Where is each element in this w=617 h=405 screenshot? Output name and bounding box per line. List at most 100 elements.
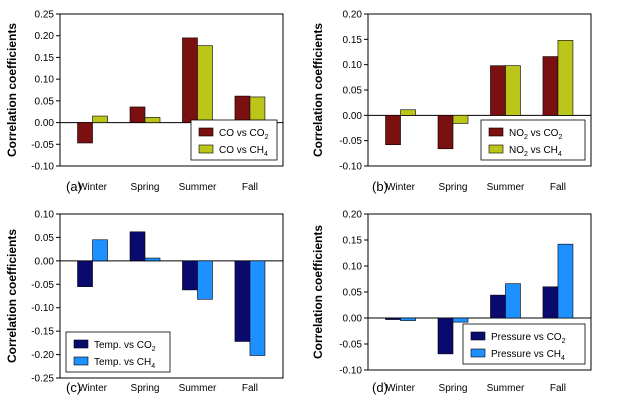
bar-summer-series-2: [197, 45, 213, 123]
x-tick-label: Spring: [439, 182, 468, 193]
legend-label: Pressure vs CH4: [491, 349, 565, 362]
x-tick-label: Spring: [131, 383, 160, 394]
x-tick-label: Fall: [242, 383, 258, 394]
legend-box: [480, 119, 586, 161]
y-tick-label: 0.05: [35, 96, 55, 107]
bar-winter-series-2: [92, 115, 108, 123]
chart-panel-3: -0.25 -0.20 -0.15 -0.10 -0.05 0.00 0.05 0.10 Cor…: [5, 210, 284, 395]
legend-swatch: [73, 356, 89, 366]
bar-summer-series-2: [197, 260, 213, 300]
y-tick-label: -0.10: [339, 162, 362, 173]
x-tick-label: Fall: [242, 182, 258, 193]
bar-winter-series-2: [400, 317, 416, 321]
bar-spring-series-1: [437, 115, 454, 150]
bar-spring-series-1: [129, 106, 146, 123]
x-tick-label: Summer: [179, 383, 217, 394]
y-tick-label: 0.20: [343, 10, 363, 21]
chart-panel-1: -0.10 -0.05 0.00 0.05 0.10 0.15 0.20 0.25 Correl…: [5, 10, 284, 194]
y-tick-label: 0.15: [343, 35, 363, 46]
bar-winter-series-1: [77, 260, 93, 287]
legend-label: CO vs CH4: [219, 145, 268, 158]
bar-spring-series-1: [129, 231, 146, 262]
legend: CO vs CO2 CO vs CH4: [190, 119, 278, 161]
x-tick-label: Winter: [78, 182, 108, 193]
bar-fall-series-1: [234, 95, 251, 123]
x-tick-label: Winter: [386, 383, 416, 394]
bar-fall-series-2: [249, 260, 266, 356]
x-tick-label: Summer: [487, 383, 525, 394]
x-tick-label: Fall: [550, 182, 566, 193]
legend-swatch: [488, 144, 504, 154]
bar-winter-series-2: [92, 239, 108, 262]
y-tick-label: 0.10: [35, 210, 55, 221]
bar-spring-series-2: [144, 117, 161, 123]
y-tick-label: 0.20: [343, 210, 363, 221]
legend-swatch: [73, 339, 89, 349]
legend-swatch: [470, 331, 486, 341]
bar-summer-series-1: [490, 294, 506, 319]
chart-panel-4: -0.10 -0.05 0.00 0.05 0.10 0.15 0.20 Correlatio…: [311, 210, 592, 395]
legend-label: Temp. vs CH4: [94, 357, 155, 370]
bar-winter-series-1: [385, 317, 401, 320]
bar-winter-series-2: [400, 109, 416, 116]
y-tick-label: -0.10: [339, 366, 362, 377]
x-tick-label: Summer: [487, 182, 525, 193]
legend-box: [462, 323, 586, 365]
y-tick-label: -0.10: [31, 303, 54, 314]
plot-frame: [59, 13, 284, 167]
bar-fall-series-1: [234, 260, 251, 342]
legend-label: CO vs CO2: [219, 128, 269, 141]
y-tick-label: 0.05: [343, 288, 363, 299]
bar-fall-series-2: [557, 40, 574, 116]
x-tick-label: Winter: [78, 383, 108, 394]
bar-summer-series-1: [490, 65, 506, 116]
legend: Pressure vs CO2 Pressure vs CH4: [462, 323, 586, 365]
y-tick-label: 0.15: [343, 236, 363, 247]
y-axis-label: Correlation coefficients: [311, 23, 325, 157]
legend: NO2 vs CO2 NO2 vs CH4: [480, 119, 586, 161]
x-tick-label: Fall: [550, 383, 566, 394]
bar-spring-series-2: [452, 115, 469, 124]
y-tick-label: 0.10: [343, 262, 363, 273]
y-axis-label: Correlation coefficients: [5, 23, 19, 157]
legend-swatch: [488, 127, 504, 137]
legend-swatch: [198, 144, 214, 154]
y-tick-label: 0.05: [35, 233, 55, 244]
panel-label: (d): [372, 380, 388, 395]
y-axis-label: Correlation coefficients: [5, 229, 19, 363]
y-tick-label: -0.05: [31, 140, 54, 151]
bar-summer-series-1: [182, 37, 198, 123]
y-tick-label: 0.00: [343, 111, 363, 122]
bar-winter-series-1: [77, 122, 93, 144]
plot-frame: [59, 213, 284, 379]
x-tick-label: Summer: [179, 182, 217, 193]
y-tick-label: -0.05: [31, 280, 54, 291]
bar-fall-series-1: [542, 286, 559, 319]
legend-label: NO2 vs CO2: [509, 128, 562, 141]
y-tick-label: 0.10: [343, 60, 363, 71]
y-tick-label: 0.20: [35, 31, 55, 42]
bar-winter-series-1: [385, 115, 401, 146]
bar-summer-series-2: [505, 283, 521, 319]
bar-fall-series-1: [542, 56, 559, 116]
y-tick-label: 0.00: [35, 256, 55, 267]
y-tick-label: 0.00: [35, 118, 55, 129]
y-tick-label: 0.15: [35, 53, 55, 64]
panel-label: (a): [66, 179, 82, 194]
y-tick-label: 0.25: [35, 10, 55, 21]
bar-spring-series-2: [144, 257, 161, 262]
legend-swatch: [470, 348, 486, 358]
bar-fall-series-2: [557, 243, 574, 319]
y-tick-label: -0.05: [339, 136, 362, 147]
y-tick-label: 0.05: [343, 86, 363, 97]
bar-spring-series-2: [452, 317, 469, 323]
x-tick-label: Spring: [439, 383, 468, 394]
panel-label: (c): [66, 380, 81, 395]
panel-label: (b): [372, 179, 388, 194]
bar-summer-series-2: [505, 65, 521, 116]
y-tick-label: -0.20: [31, 350, 54, 361]
legend-label: NO2 vs CH4: [509, 145, 562, 158]
bar-summer-series-1: [182, 260, 198, 291]
x-tick-label: Spring: [131, 182, 160, 193]
legend-label: Pressure vs CO2: [491, 332, 566, 345]
